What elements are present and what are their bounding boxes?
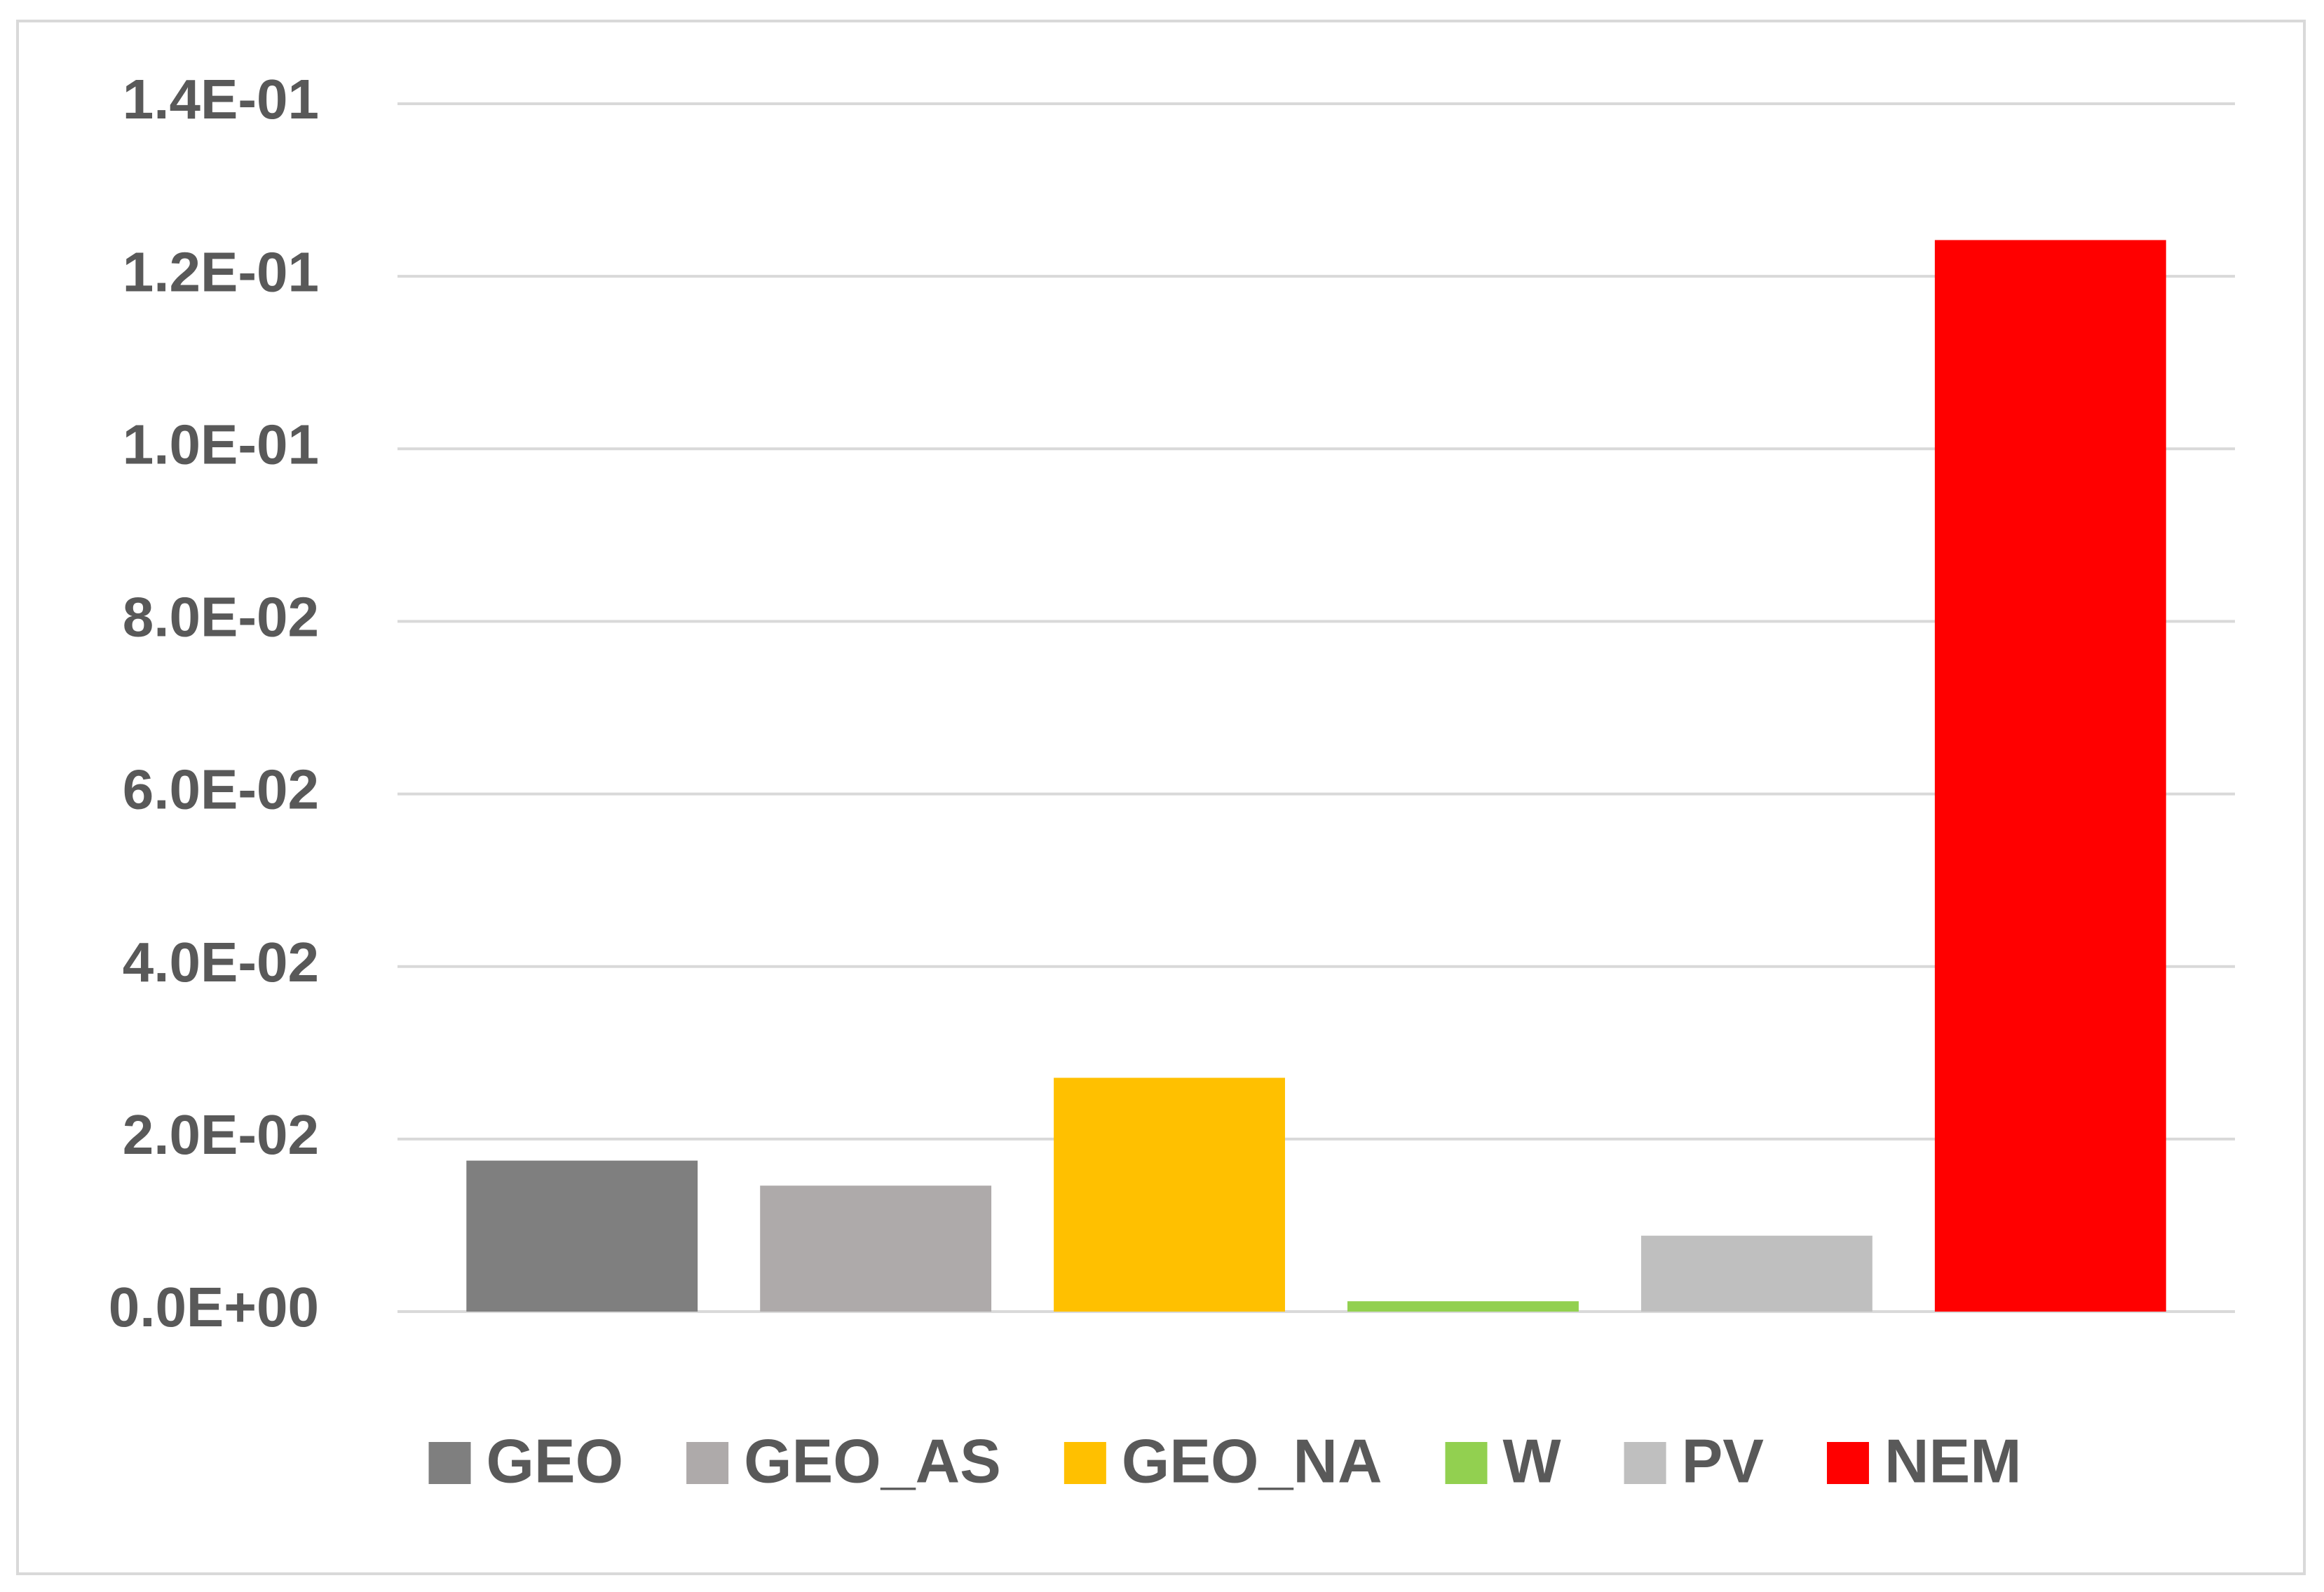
legend-label: GEO — [486, 1426, 623, 1495]
bar — [1054, 1077, 1285, 1312]
legend-swatch — [1826, 1442, 1869, 1484]
bar — [1347, 1301, 1579, 1312]
legend-swatch — [1445, 1442, 1488, 1484]
y-tick-label: 2.0E-02 — [123, 1103, 319, 1166]
y-tick-label: 1.4E-01 — [123, 68, 319, 130]
y-tick-label: 4.0E-02 — [123, 931, 319, 993]
legend-swatch — [428, 1442, 471, 1484]
legend-swatch — [686, 1442, 729, 1484]
legend-label: PV — [1682, 1426, 1765, 1495]
legend-label: GEO_NA — [1122, 1426, 1382, 1495]
bar — [1934, 240, 2166, 1312]
y-tick-label: 0.0E+00 — [109, 1276, 319, 1338]
legend-swatch — [1064, 1442, 1106, 1484]
y-tick-label: 8.0E-02 — [123, 586, 319, 648]
bar — [1640, 1235, 1873, 1312]
chart-border — [16, 20, 2306, 1575]
bar — [760, 1185, 992, 1312]
legend-label: NEM — [1884, 1426, 2022, 1495]
y-tick-label: 1.2E-01 — [123, 240, 319, 303]
legend-swatch — [1624, 1442, 1666, 1484]
bar — [466, 1160, 698, 1312]
legend-label: GEO_AS — [744, 1426, 1001, 1495]
y-tick-label: 6.0E-02 — [123, 758, 319, 821]
legend-label: W — [1503, 1426, 1561, 1495]
y-tick-label: 1.0E-01 — [123, 413, 319, 475]
